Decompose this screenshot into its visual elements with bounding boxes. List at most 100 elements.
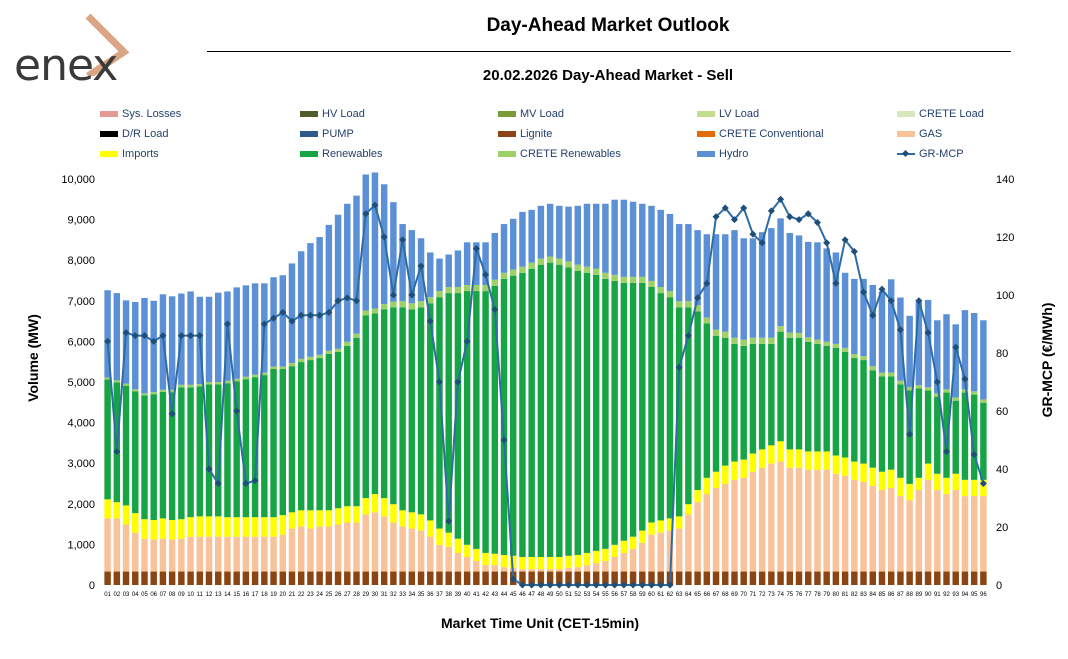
x-tick-label: 18 bbox=[261, 592, 268, 598]
bar-hydro bbox=[344, 203, 351, 342]
gr-mcp-point bbox=[352, 297, 361, 305]
gr-mcp-point bbox=[832, 279, 840, 287]
bar-hydro bbox=[316, 237, 323, 355]
bar-lignite bbox=[399, 571, 406, 585]
gr-mcp-point bbox=[334, 297, 342, 305]
bar-crete-renewables bbox=[832, 343, 840, 348]
bar-hydro bbox=[233, 287, 240, 379]
bar-hydro bbox=[602, 203, 609, 273]
bar-lignite bbox=[943, 571, 950, 585]
bar-crete-renewables bbox=[325, 350, 333, 354]
x-tick-label: 29 bbox=[362, 592, 369, 598]
x-axis-title: Market Time Unit (CET-15min) bbox=[440, 615, 640, 631]
legend-label: Renewables bbox=[322, 148, 383, 160]
bar-lignite bbox=[537, 571, 545, 585]
gr-mcp-point bbox=[297, 311, 305, 319]
bar-imports bbox=[196, 516, 204, 537]
bar-gas bbox=[215, 536, 222, 572]
x-tick-label: 76 bbox=[796, 592, 803, 598]
bar-hydro bbox=[482, 242, 489, 285]
bar-hydro bbox=[851, 278, 858, 354]
bar-gas bbox=[943, 494, 950, 572]
bar-imports bbox=[786, 449, 794, 468]
x-tick-label: 57 bbox=[621, 592, 628, 598]
bar-crete-renewables bbox=[473, 284, 480, 292]
bar-lignite bbox=[961, 571, 969, 585]
bar-hydro bbox=[546, 203, 554, 257]
bar-hydro bbox=[970, 312, 978, 392]
bar-imports bbox=[159, 518, 167, 539]
x-tick-label: 32 bbox=[390, 592, 397, 598]
gr-mcp-point bbox=[647, 581, 656, 589]
bar-imports bbox=[288, 512, 296, 529]
x-tick-label: 78 bbox=[814, 592, 821, 598]
gr-mcp-point bbox=[242, 479, 250, 488]
gr-mcp-point bbox=[417, 262, 425, 270]
bar-hydro bbox=[814, 242, 821, 340]
x-tick-label: 60 bbox=[648, 592, 655, 598]
bar-lignite bbox=[316, 571, 323, 585]
legend-label: CRETE Conventional bbox=[719, 128, 824, 140]
bar-imports bbox=[519, 556, 526, 570]
bar-imports bbox=[141, 519, 148, 539]
x-tick-label: 67 bbox=[713, 592, 720, 598]
legend-label: D/R Load bbox=[122, 128, 169, 140]
bar-imports bbox=[187, 517, 194, 537]
x-tick-label: 06 bbox=[150, 592, 157, 598]
gr-mcp-point bbox=[601, 581, 609, 589]
y2-tick-label: 80 bbox=[996, 348, 1008, 360]
bar-gas bbox=[924, 479, 932, 572]
bar-hydro bbox=[685, 224, 692, 302]
gr-mcp-point bbox=[279, 308, 287, 316]
bar-crete-renewables bbox=[362, 310, 369, 316]
bar-renewables bbox=[408, 309, 416, 513]
x-tick-label: 36 bbox=[427, 592, 434, 598]
bar-gas bbox=[445, 546, 452, 572]
gr-mcp-point bbox=[767, 207, 775, 215]
bar-hydro bbox=[556, 205, 563, 259]
bar-renewables bbox=[897, 384, 904, 478]
x-tick-label: 23 bbox=[307, 592, 314, 598]
bar-gas bbox=[703, 494, 711, 572]
legend-item-hv-load: HV Load bbox=[300, 108, 365, 124]
x-tick-label: 44 bbox=[501, 592, 508, 598]
x-tick-label: 11 bbox=[197, 592, 204, 598]
gr-mcp-point bbox=[675, 363, 683, 372]
bar-gas bbox=[454, 552, 462, 572]
bar-gas bbox=[353, 522, 360, 572]
gr-mcp-point bbox=[666, 581, 674, 589]
x-tick-label: 52 bbox=[574, 592, 581, 598]
bar-lignite bbox=[427, 571, 434, 585]
bar-hydro bbox=[113, 293, 121, 381]
bar-crete-renewables bbox=[887, 372, 895, 377]
legend-item-hydro: Hydro bbox=[697, 148, 748, 164]
bar-gas bbox=[731, 479, 738, 572]
bar-hydro bbox=[943, 314, 950, 390]
bar-imports bbox=[390, 504, 397, 523]
bar-hydro bbox=[722, 234, 729, 332]
x-tick-label: 48 bbox=[538, 592, 545, 598]
gr-mcp-point bbox=[509, 575, 517, 583]
bar-gas bbox=[279, 534, 286, 572]
bar-crete-renewables bbox=[731, 337, 738, 344]
bar-crete-renewables bbox=[786, 332, 794, 338]
x-tick-label: 71 bbox=[750, 592, 757, 598]
gr-mcp-point bbox=[177, 332, 185, 340]
gr-mcp-point bbox=[878, 285, 886, 293]
x-tick-label: 08 bbox=[169, 592, 176, 598]
bar-hydro bbox=[961, 310, 969, 390]
bar-lignite bbox=[362, 571, 369, 585]
bar-gas bbox=[611, 556, 618, 572]
x-tick-label: 37 bbox=[436, 592, 443, 598]
legend-item-crete-renewables: CRETE Renewables bbox=[498, 148, 621, 164]
bar-imports bbox=[500, 554, 508, 568]
bar-gas bbox=[934, 490, 941, 572]
bar-crete-renewables bbox=[906, 386, 913, 391]
x-tick-label: 47 bbox=[528, 592, 535, 598]
bar-renewables bbox=[279, 369, 286, 516]
page-title: Day-Ahead Market Outlook bbox=[486, 15, 730, 36]
bar-hydro bbox=[915, 302, 923, 386]
bar-imports bbox=[887, 469, 895, 488]
bar-crete-renewables bbox=[556, 258, 563, 265]
x-tick-label: 85 bbox=[879, 592, 886, 598]
